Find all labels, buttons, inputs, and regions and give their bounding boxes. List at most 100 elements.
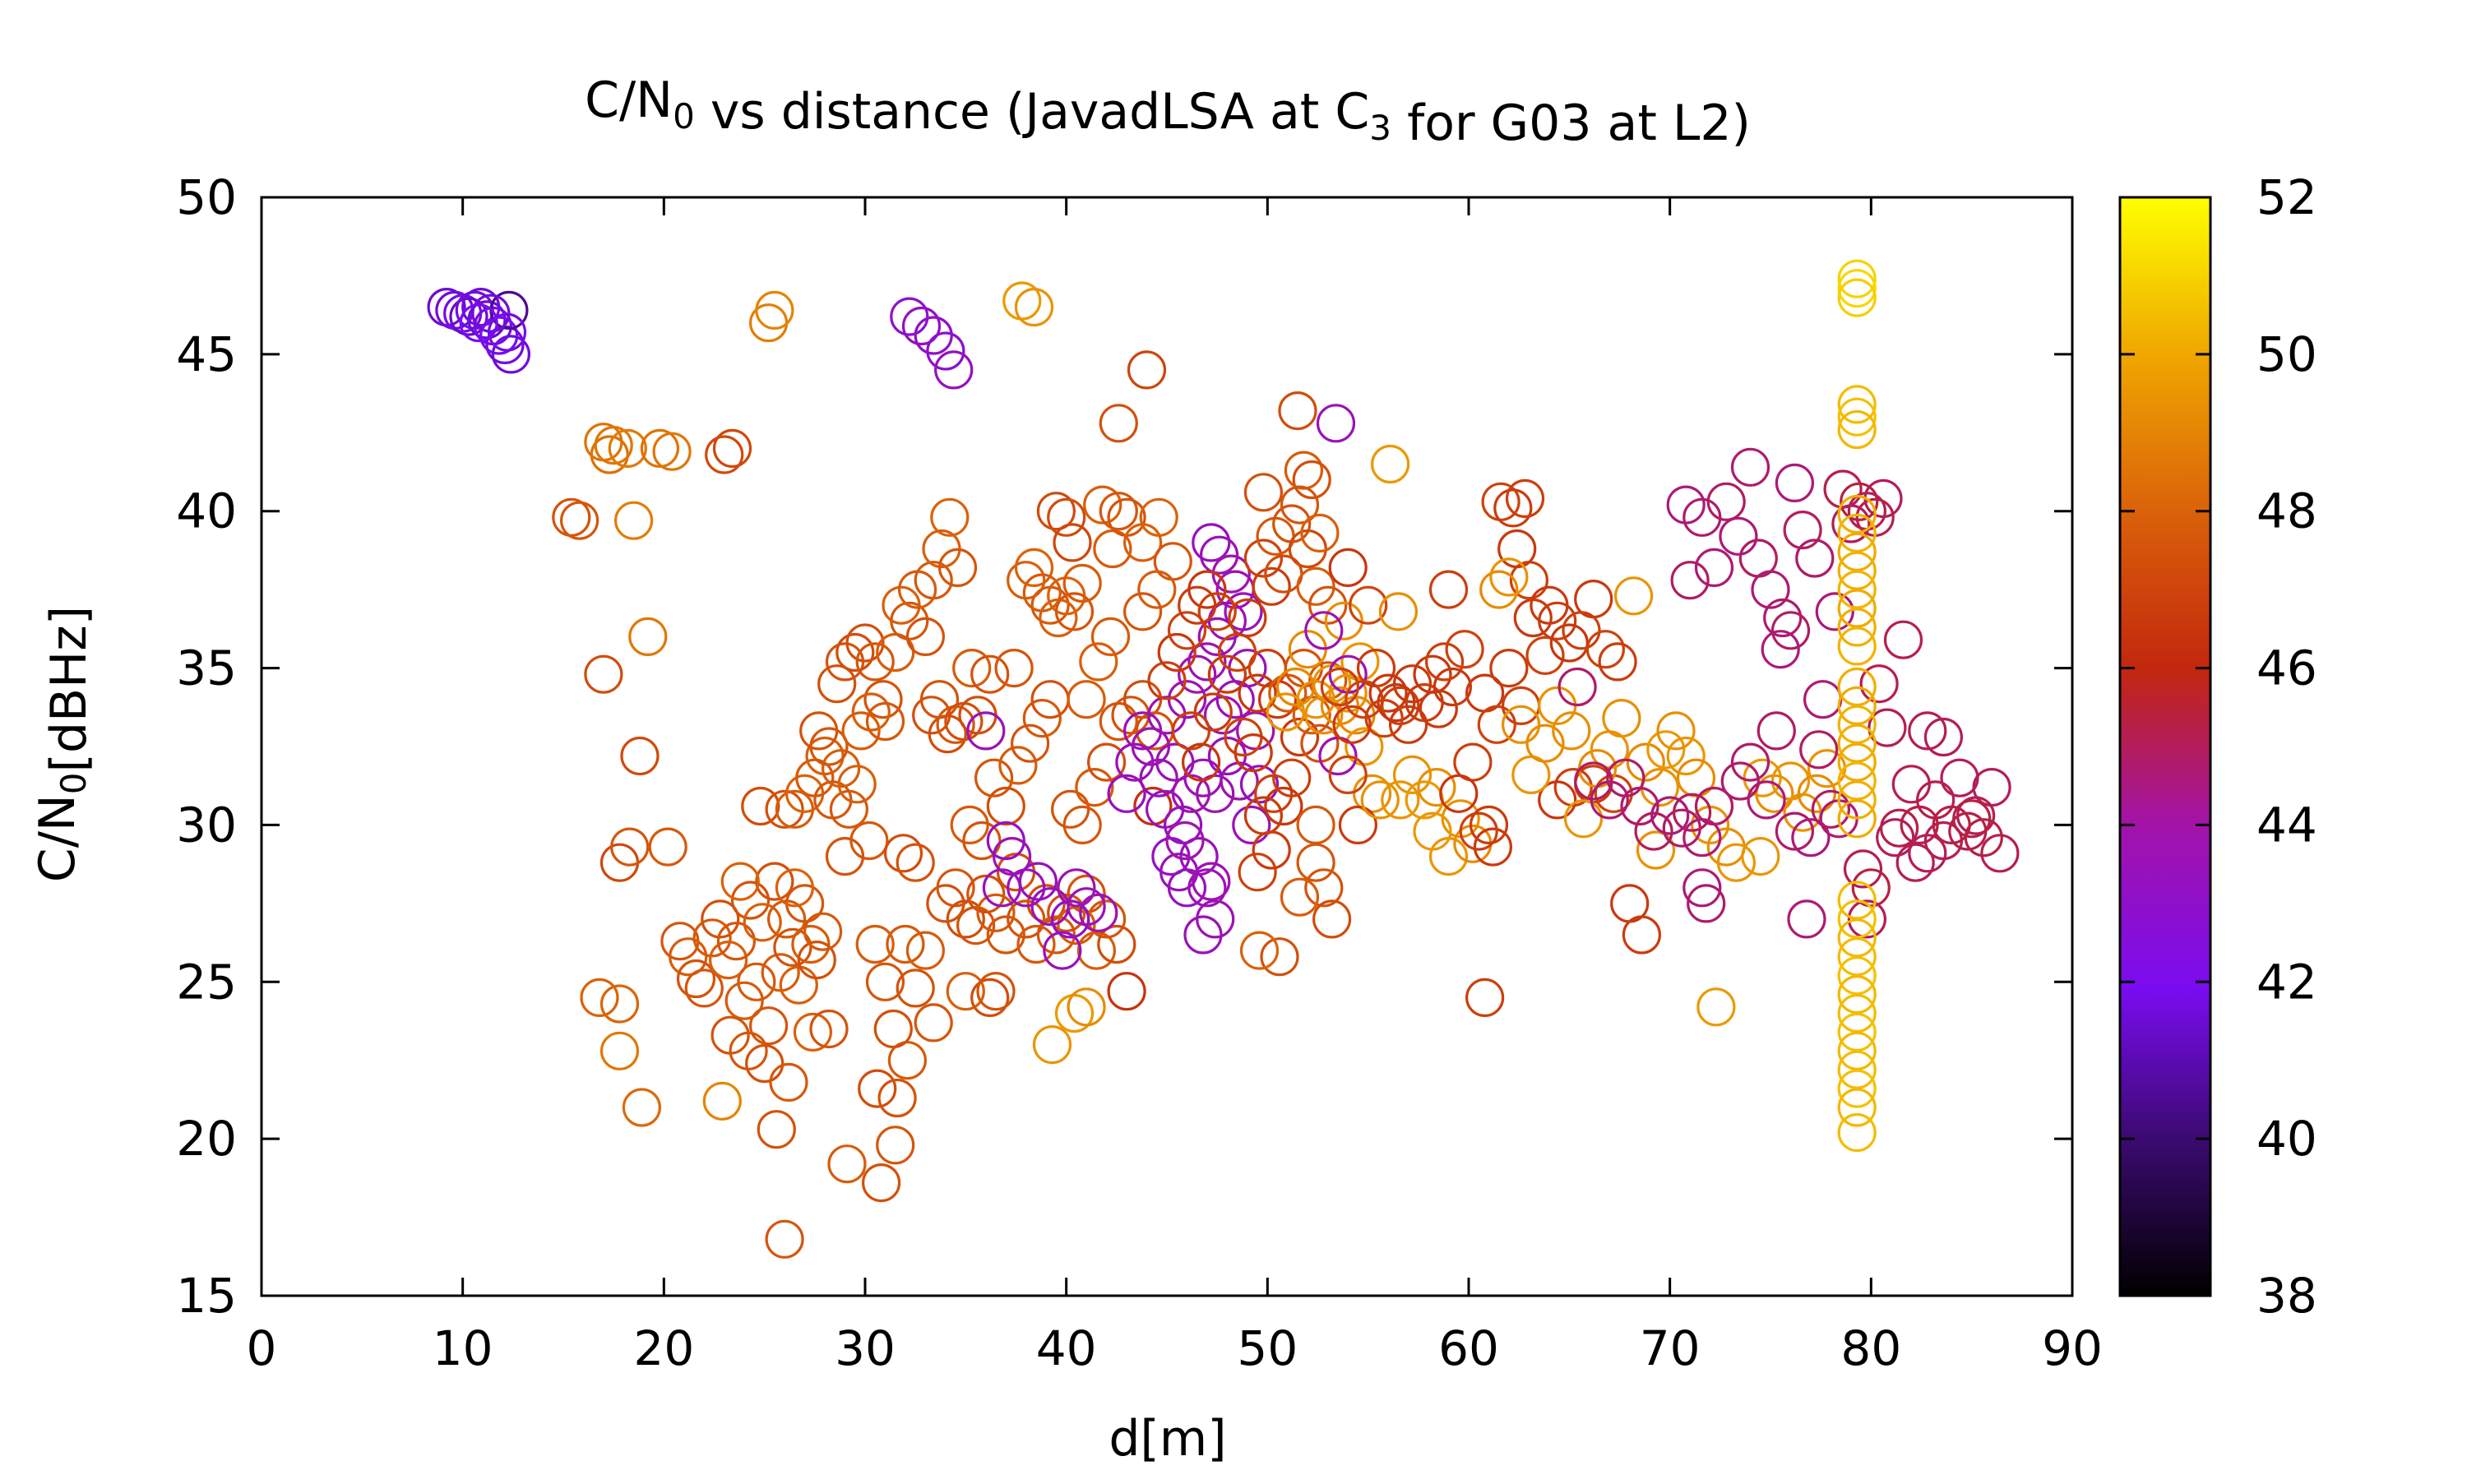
scatter-point [1837, 799, 1877, 839]
scatter-point [1530, 585, 1569, 625]
x-tick: 80 [1840, 197, 1901, 1376]
scatter-point [1775, 811, 1814, 851]
scatter-marks [427, 259, 2020, 1259]
scatter-point [994, 648, 1034, 688]
scatter-point [1007, 899, 1046, 939]
axes: 0 10 20 30 40 50 60 70 80 90 15 20 25 30 35 40 45 50 [176, 169, 2103, 1376]
chart-title: C/N0 vs distance (JavadLSA at C3 for G03… [585, 72, 1751, 152]
scatter-point [1165, 821, 1205, 861]
scatter-point [1837, 705, 1877, 744]
scatter-point [1338, 805, 1378, 845]
scatter-point [730, 881, 771, 920]
scatter-point [449, 297, 488, 336]
scatter-point [1139, 497, 1178, 537]
colorbar-tick-label: 40 [2256, 1111, 2317, 1167]
scatter-point [1079, 893, 1118, 932]
colorbar-tick: 48 [2120, 483, 2317, 539]
scatter-point [1666, 485, 1706, 525]
scatter-point [976, 972, 1016, 1011]
scatter-point [1489, 557, 1529, 597]
scatter-point [1797, 774, 1836, 813]
scatter-point [1026, 884, 1066, 923]
x-tick-label: 60 [1438, 1320, 1499, 1376]
scatter-point [1811, 789, 1850, 829]
scatter-point [1505, 478, 1545, 519]
scatter-point [1050, 899, 1090, 939]
y-tick-label: 45 [176, 326, 237, 382]
scatter-point [648, 827, 687, 867]
scatter-point [817, 664, 857, 704]
scatter-point [883, 834, 923, 873]
scatter-point [737, 962, 776, 1001]
scatter-point [1224, 592, 1263, 631]
scatter-point [1388, 705, 1428, 744]
scatter-point [1381, 780, 1420, 820]
scatter-point [1032, 1024, 1072, 1065]
scatter-point [986, 821, 1025, 861]
y-tick: 45 [176, 326, 2072, 382]
scatter-point [584, 654, 623, 694]
scatter-point [684, 969, 724, 1008]
scatter-point [1815, 592, 1854, 631]
scatter-point [1377, 682, 1416, 723]
scatter-point [1763, 598, 1803, 638]
scatter-point [1741, 836, 1780, 876]
y-tick-label: 35 [176, 640, 237, 696]
scatter-point [1239, 931, 1280, 970]
scatter-point [1837, 937, 1877, 977]
scatter-point [1211, 554, 1251, 594]
scatter-point [1197, 592, 1237, 631]
x-tick: 50 [1237, 197, 1298, 1376]
scatter-point [745, 1043, 785, 1084]
scatter-point [1795, 539, 1835, 578]
scatter-point [1272, 758, 1312, 797]
y-tick: 30 [176, 797, 2072, 853]
scatter-point [1656, 711, 1696, 751]
scatter-point [1340, 642, 1380, 682]
scatter-point [1837, 1012, 1877, 1052]
scatter-point [1636, 830, 1676, 870]
scatter-point [1264, 786, 1303, 826]
scatter-point [716, 922, 757, 961]
x-tick-label: 20 [633, 1320, 694, 1376]
colorbar-tick-label: 52 [2256, 169, 2317, 225]
scatter-point [914, 316, 953, 355]
scatter-point [1837, 397, 1877, 437]
scatter-point [858, 1069, 897, 1108]
scatter-point [855, 642, 895, 682]
scatter-point [1187, 570, 1227, 609]
scatter-point [1590, 780, 1629, 820]
plot-frame [260, 196, 2074, 1297]
scatter-point [1147, 661, 1187, 700]
scatter-point [1036, 915, 1076, 955]
scatter-point [1296, 805, 1335, 845]
scatter-point [1459, 811, 1498, 851]
scatter-point [1883, 620, 1923, 659]
y-tick-label: 30 [176, 797, 237, 853]
scatter-point [705, 435, 744, 474]
scatter-point [1167, 611, 1207, 650]
colorbar-tick-label: 46 [2256, 640, 2317, 696]
x-tick: 60 [1438, 197, 1499, 1376]
scatter-point [1157, 632, 1196, 673]
scatter-point [1178, 654, 1217, 694]
scatter-point [765, 789, 804, 829]
scatter-point [1328, 548, 1368, 588]
scatter-point [845, 623, 885, 663]
scatter-point [1682, 497, 1722, 537]
scatter-point [1964, 818, 2003, 858]
scatter-point [1650, 796, 1690, 835]
scatter-point [748, 1006, 789, 1046]
scatter-point [1050, 789, 1090, 829]
scatter-point [1370, 444, 1410, 484]
scatter-point [1057, 905, 1096, 945]
scatter-point [986, 786, 1025, 826]
scatter-point [1090, 617, 1131, 657]
scatter-point [1275, 667, 1316, 707]
scatter-point [1940, 758, 1979, 797]
scatter-point [1687, 884, 1726, 923]
scatter-point [1646, 730, 1686, 770]
x-tick: 0 [247, 197, 276, 1376]
scatter-point [1563, 799, 1604, 839]
